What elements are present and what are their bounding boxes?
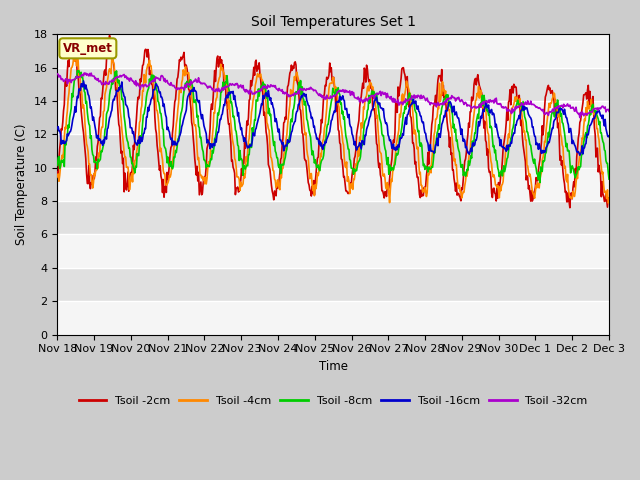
Bar (58, 234, 609, 268)
Bar (58, 301, 609, 335)
Title: Soil Temperatures Set 1: Soil Temperatures Set 1 (251, 15, 416, 29)
Bar (58, 134, 609, 168)
Bar (58, 35, 609, 68)
Bar (58, 268, 609, 301)
Text: VR_met: VR_met (63, 42, 113, 55)
Legend: Tsoil -2cm, Tsoil -4cm, Tsoil -8cm, Tsoil -16cm, Tsoil -32cm: Tsoil -2cm, Tsoil -4cm, Tsoil -8cm, Tsoi… (74, 391, 592, 410)
Y-axis label: Soil Temperature (C): Soil Temperature (C) (15, 124, 28, 245)
X-axis label: Time: Time (319, 360, 348, 373)
Bar (58, 68, 609, 101)
Bar (58, 101, 609, 134)
Bar (58, 168, 609, 201)
Bar (58, 201, 609, 234)
